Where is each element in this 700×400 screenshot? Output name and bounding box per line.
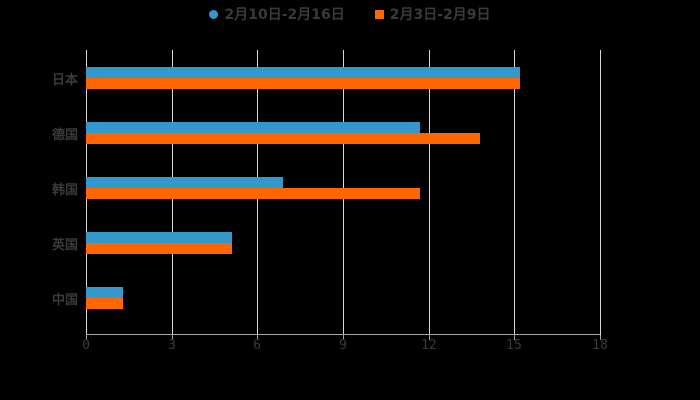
gridline xyxy=(429,50,430,335)
plot-area xyxy=(86,50,601,340)
legend-marker-blue-icon xyxy=(209,9,219,19)
category-label: 德国 xyxy=(51,128,78,143)
category-label: 英国 xyxy=(51,238,78,253)
bar[interactable] xyxy=(86,243,232,254)
bar[interactable] xyxy=(86,287,124,298)
category-label: 日本 xyxy=(51,73,78,88)
bar[interactable] xyxy=(86,298,124,309)
x-tick-label: 15 xyxy=(506,338,522,353)
x-tick-label: 0 xyxy=(82,338,90,353)
x-tick xyxy=(86,335,87,340)
x-tick-label: 18 xyxy=(592,338,608,353)
x-tick xyxy=(172,335,173,340)
bar[interactable] xyxy=(86,232,232,243)
bar[interactable] xyxy=(86,133,481,144)
bar[interactable] xyxy=(86,78,521,89)
x-tick xyxy=(514,335,515,340)
bar[interactable] xyxy=(86,122,421,133)
category-label: 中国 xyxy=(51,293,78,308)
legend: 2月10日-2月16日 2月3日-2月9日 xyxy=(0,4,700,24)
gridline xyxy=(514,50,515,335)
bar[interactable] xyxy=(86,67,521,78)
x-tick xyxy=(257,335,258,340)
x-tick xyxy=(343,335,344,340)
legend-item-week1[interactable]: 2月3日-2月9日 xyxy=(374,4,491,24)
bar[interactable] xyxy=(86,188,421,199)
x-tick-label: 9 xyxy=(339,338,347,353)
gridline xyxy=(600,50,601,335)
category-label: 韩国 xyxy=(51,183,78,198)
legend-label: 2月3日-2月9日 xyxy=(389,7,491,23)
x-tick-label: 6 xyxy=(253,338,261,353)
legend-label: 2月10日-2月16日 xyxy=(224,7,345,23)
x-tick-label: 12 xyxy=(421,338,437,353)
legend-marker-orange-icon xyxy=(374,9,384,19)
bar[interactable] xyxy=(86,177,284,188)
legend-item-week2[interactable]: 2月10日-2月16日 xyxy=(209,4,345,24)
x-tick xyxy=(429,335,430,340)
x-tick-label: 3 xyxy=(168,338,176,353)
x-tick xyxy=(600,335,601,340)
x-axis-line xyxy=(86,334,600,335)
